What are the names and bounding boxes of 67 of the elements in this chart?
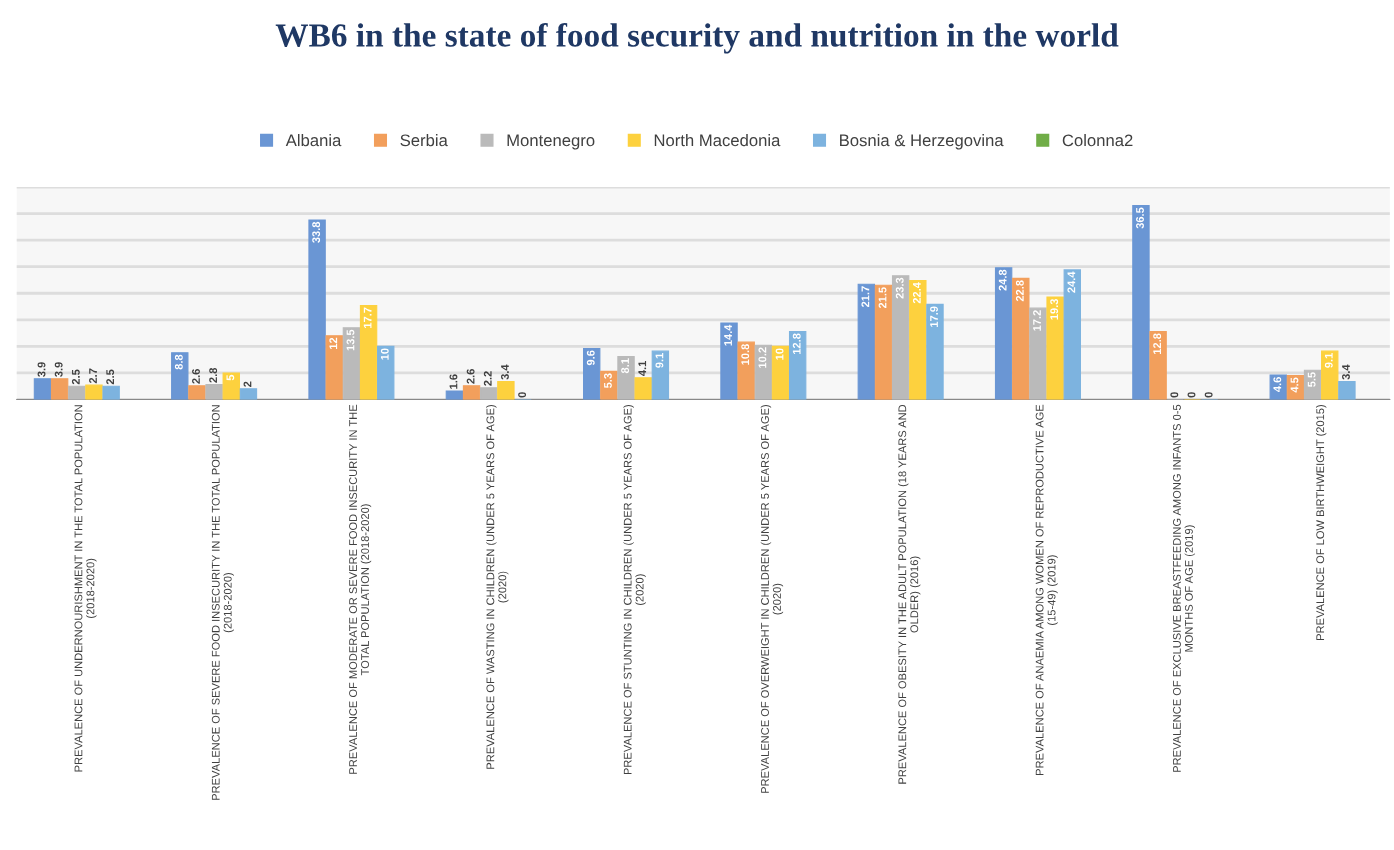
data-label: 2.5 (71, 369, 80, 385)
data-label: 2.8 (209, 367, 218, 383)
data-label: 0 (1187, 392, 1196, 398)
data-label: 8.1 (621, 358, 630, 374)
data-label: 0 (518, 392, 527, 398)
data-label: 21.5 (878, 287, 887, 309)
data-label: 17.9 (930, 306, 938, 327)
data-label: 4.5 (1290, 377, 1299, 393)
data-label: 14.4 (724, 324, 732, 346)
data-label: 12 (329, 337, 338, 349)
data-label: 24.8 (998, 269, 1007, 291)
x-tick-label: PREVALENCE OF EXCLUSIVE BREASTFEEDING AMONG INFANTS 0-5 MONTHS OF AGE (2019) (1172, 404, 1196, 772)
data-label: 9.6 (586, 350, 595, 366)
legend-label: Albania (285, 134, 342, 147)
data-label: 24.4 (1067, 271, 1076, 293)
x-tick-label: PREVALENCE OF LOW BIRTHWEIGHT (2015) (1315, 405, 1327, 640)
data-label: 12.8 (792, 333, 801, 355)
x-tick-label: PREVALENCE OF ANAEMIA AMONG WOMEN OF REPRODUCTIVE AGE (15-49) (2019) (1035, 404, 1058, 775)
data-label: 3.9 (54, 362, 63, 377)
data-label: 5.5 (1307, 372, 1316, 387)
data-label: 3.9 (37, 362, 46, 377)
chart-title: WB6 in the state of food security and nutrition in the world (275, 22, 1119, 54)
x-tick-label: PREVALENCE OF WASTING IN CHILDREN (UNDER 5 YEARS OF AGE) (2020) (486, 405, 509, 769)
data-label: 22.8 (1015, 280, 1024, 302)
data-label: 2.6 (466, 369, 475, 384)
x-tick-label: PREVALENCE OF STUNTING IN CHILDREN (UNDER 5 YEARS OF AGE) (2020) (623, 405, 646, 775)
data-label: 22.4 (912, 282, 921, 304)
data-label: 2.6 (192, 369, 200, 384)
x-tick-label: PREVALENCE OF SEVERE FOOD INSECURITY IN THE TOTAL POPULATION (2018-2020) (211, 405, 234, 800)
data-label: 12.8 (1153, 333, 1162, 355)
data-label: 0 (1170, 392, 1179, 398)
legend-label: Montenegro (507, 134, 595, 150)
x-tick-label: PREVALENCE OF OVERWEIGHT IN CHILDREN (UNDER 5 YEARS OF AGE) (2020) (760, 405, 784, 793)
data-label: 9.1 (1324, 353, 1333, 368)
data-label: 36.5 (1136, 207, 1144, 229)
data-label: 1.6 (449, 374, 458, 389)
legend-label: Bosnia & Herzegovina (840, 134, 1004, 150)
data-label: 10.2 (758, 347, 767, 368)
x-tick-label: PREVALENCE OF OBESITY IN THE ADULT POPULATION (18 YEARS AND OLDER) (2016) (898, 404, 921, 784)
data-label: 23.3 (895, 277, 904, 299)
data-label: 9.1 (655, 353, 664, 368)
data-label: 5.3 (603, 373, 612, 389)
data-label: 17.7 (363, 307, 372, 328)
data-label: 5 (226, 374, 235, 381)
data-label: 17.2 (1033, 310, 1041, 331)
data-label: 0 (1204, 392, 1213, 398)
data-label: 10.8 (741, 344, 750, 365)
data-label: 19.3 (1050, 298, 1059, 320)
data-label: 4.1 (638, 360, 647, 376)
legend-label: Serbia (400, 134, 448, 147)
data-label: 10 (775, 348, 784, 360)
x-tick-label: PREVALENCE OF MODERATE OR SEVERE FOOD INSECURITY IN THE TOTAL POPULATION (2018-2020) (349, 404, 372, 774)
data-label: 2.5 (106, 369, 115, 385)
data-label: 33.8 (312, 221, 321, 243)
data-label: 3.4 (1342, 364, 1350, 380)
data-label: 2 (243, 381, 252, 387)
legend-label: Colonna2 (1062, 134, 1133, 147)
data-label: 2.7 (89, 368, 97, 384)
data-label: 8.8 (174, 354, 183, 370)
data-label: 3.4 (501, 364, 509, 380)
data-label: 2.2 (483, 371, 492, 386)
data-label: 10 (380, 348, 389, 360)
x-tick-label: PREVALENCE OF UNDERNOURISHMENT IN THE TOTAL POPULATION (2018-2020) (74, 405, 97, 772)
data-label: 21.7 (861, 286, 870, 308)
data-label: 4.6 (1273, 377, 1282, 392)
legend-label: North Macedonia (654, 134, 781, 147)
data-label: 13.5 (346, 329, 355, 351)
